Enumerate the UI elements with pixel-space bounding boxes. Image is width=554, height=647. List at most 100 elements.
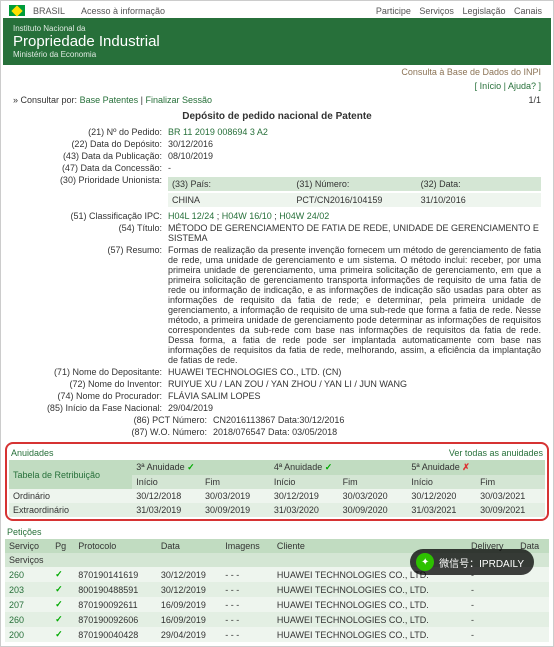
ann-cell: 30/12/2019 bbox=[270, 489, 339, 503]
ipc-2[interactable]: H04W 16/10 bbox=[222, 211, 272, 221]
page-title: Depósito de pedido nacional de Patente bbox=[3, 107, 551, 126]
ann-inicio: Início bbox=[407, 475, 476, 489]
value-inventor: RUIYUE XU / LAN ZOU / YAN ZHOU / YAN LI … bbox=[168, 379, 541, 389]
nav-legislacao[interactable]: Legislação bbox=[462, 6, 505, 16]
label-43: (43) Data da Publicação: bbox=[13, 151, 168, 161]
consult-label: Consulta à Base de Dados do INPI bbox=[3, 65, 551, 79]
prio-h-data: (32) Data: bbox=[417, 177, 541, 191]
ann-fim: Fim bbox=[339, 475, 408, 489]
header-subtitle: Ministério da Economia bbox=[13, 50, 541, 59]
ann-cell: 30/09/2019 bbox=[201, 503, 270, 517]
prio-v-data: 31/10/2016 bbox=[417, 193, 541, 207]
label-22: (22) Data do Depósito: bbox=[13, 139, 168, 149]
crumb-base[interactable]: Base Patentes bbox=[80, 95, 139, 105]
table-row[interactable]: 200✓87019004042829/04/2019- - -HUAWEI TE… bbox=[5, 627, 549, 642]
country-link[interactable]: BRASIL bbox=[33, 6, 65, 16]
check-icon: ✓ bbox=[187, 462, 195, 472]
value-fase-nacional: 29/04/2019 bbox=[168, 403, 541, 413]
header-title: Propriedade Industrial bbox=[13, 33, 541, 50]
ann-inicio: Início bbox=[270, 475, 339, 489]
ann-cell: 30/12/2018 bbox=[132, 489, 201, 503]
value-pedido[interactable]: BR 11 2019 008694 3 A2 bbox=[168, 127, 268, 137]
ipc-1[interactable]: H04L 12/24 bbox=[168, 211, 214, 221]
ann-cell: 31/03/2020 bbox=[270, 503, 339, 517]
pet-h-imagens: Imagens bbox=[221, 539, 273, 553]
wechat-overlay[interactable]: ✦ 微信号：IPRDAILY bbox=[410, 549, 534, 575]
ann-fim: Fim bbox=[201, 475, 270, 489]
prio-h-pais: (33) País: bbox=[168, 177, 292, 191]
value-resumo: Formas de realização da presente invençã… bbox=[168, 245, 541, 365]
annuities-all-link[interactable]: Ver todas as anuidades bbox=[449, 448, 543, 458]
x-icon: ✗ bbox=[462, 462, 470, 472]
label-85: (85) Início da Fase Nacional: bbox=[13, 403, 168, 413]
ann-inicio: Início bbox=[132, 475, 201, 489]
petitions-title[interactable]: Petições bbox=[7, 527, 42, 537]
prio-h-numero: (31) Número: bbox=[292, 177, 416, 191]
breadcrumb: » Consultar por: Base Patentes | Finaliz… bbox=[3, 93, 551, 107]
help-line: [ Início | Ajuda? ] bbox=[3, 79, 551, 93]
pet-h-protocolo: Protocolo bbox=[74, 539, 157, 553]
check-icon: ✓ bbox=[325, 462, 333, 472]
table-row[interactable]: 260✓87019009260616/09/2019- - -HUAWEI TE… bbox=[5, 612, 549, 627]
site-header: Instituto Nacional da Propriedade Indust… bbox=[3, 18, 551, 65]
annuities-table: Tabela de Retribuição 3ª Anuidade ✓ 4ª A… bbox=[9, 460, 545, 517]
ann-cell: 30/09/2021 bbox=[476, 503, 545, 517]
inicio-link[interactable]: Início bbox=[480, 81, 502, 91]
label-57: (57) Resumo: bbox=[13, 245, 168, 365]
priority-table: (33) País: (31) Número: (32) Data: bbox=[168, 177, 541, 191]
ann-cell: 30/03/2020 bbox=[339, 489, 408, 503]
fields-container: (21) Nº do Pedido:BR 11 2019 008694 3 A2… bbox=[3, 126, 551, 438]
prio-v-numero: PCT/CN2016/104159 bbox=[292, 193, 416, 207]
header-pretitle: Instituto Nacional da bbox=[13, 24, 541, 33]
ajuda-link[interactable]: Ajuda? bbox=[508, 81, 536, 91]
access-info-link[interactable]: Acesso à informação bbox=[81, 6, 165, 16]
annuities-section: Anuidades Ver todas as anuidades Tabela … bbox=[5, 442, 549, 521]
ann-h3: 3ª Anuidade bbox=[136, 462, 184, 472]
ann-cell: 31/03/2019 bbox=[132, 503, 201, 517]
value-pct: CN2016113867 Data:30/12/2016 bbox=[213, 415, 541, 425]
label-54: (54) Título: bbox=[13, 223, 168, 243]
label-74: (74) Nome do Procurador: bbox=[13, 391, 168, 401]
label-72: (72) Nome do Inventor: bbox=[13, 379, 168, 389]
crumb-finalizar[interactable]: Finalizar Sessão bbox=[145, 95, 212, 105]
annuities-title[interactable]: Anuidades bbox=[11, 448, 54, 458]
table-row[interactable]: 207✓87019009261116/09/2019- - -HUAWEI TE… bbox=[5, 597, 549, 612]
ann-cell: 30/12/2020 bbox=[407, 489, 476, 503]
value-procurador: FLÁVIA SALIM LOPES bbox=[168, 391, 541, 401]
ann-cell: 30/03/2019 bbox=[201, 489, 270, 503]
value-concessao: - bbox=[168, 163, 541, 173]
label-21: (21) Nº do Pedido: bbox=[13, 127, 168, 137]
nav-participe[interactable]: Participe bbox=[376, 6, 411, 16]
ann-ext-label: Extraordinário bbox=[9, 503, 132, 517]
ann-cell: 30/03/2021 bbox=[476, 489, 545, 503]
topbar: BRASIL Acesso à informação Participe Ser… bbox=[3, 3, 551, 18]
brazil-flag-icon bbox=[9, 5, 25, 16]
ann-cell: 30/09/2020 bbox=[339, 503, 408, 517]
label-87: (87) W.O. Número: bbox=[13, 427, 213, 437]
ann-h5: 5ª Anuidade bbox=[411, 462, 459, 472]
value-depositante: HUAWEI TECHNOLOGIES CO., LTD. (CN) bbox=[168, 367, 541, 377]
pet-h-data: Data bbox=[157, 539, 221, 553]
label-71: (71) Nome do Depositante: bbox=[13, 367, 168, 377]
ann-ord-label: Ordinário bbox=[9, 489, 132, 503]
page-counter: 1/1 bbox=[528, 95, 541, 105]
prio-v-pais: CHINA bbox=[168, 193, 292, 207]
ipc-3[interactable]: H04W 24/02 bbox=[279, 211, 329, 221]
pet-h-servico: Serviço bbox=[5, 539, 51, 553]
ann-fim: Fim bbox=[476, 475, 545, 489]
label-30: (30) Prioridade Unionista: bbox=[13, 175, 168, 209]
wechat-icon: ✦ bbox=[416, 553, 434, 571]
petitions-section: Petições Serviço Pg Protocolo Data Image… bbox=[5, 525, 549, 642]
nav-canais[interactable]: Canais bbox=[514, 6, 542, 16]
value-wo: 2018/076547 Data: 03/05/2018 bbox=[213, 427, 541, 437]
nav-servicos[interactable]: Serviços bbox=[419, 6, 454, 16]
value-publicacao: 08/10/2019 bbox=[168, 151, 541, 161]
label-86: (86) PCT Número: bbox=[13, 415, 213, 425]
label-47: (47) Data da Concessão: bbox=[13, 163, 168, 173]
label-51: (51) Classificação IPC: bbox=[13, 211, 168, 221]
pet-h-pg: Pg bbox=[51, 539, 74, 553]
crumb-prefix: » Consultar por: bbox=[13, 95, 77, 105]
ann-h4: 4ª Anuidade bbox=[274, 462, 322, 472]
retrib-link[interactable]: Tabela de Retribuição bbox=[13, 470, 100, 480]
value-titulo: MÉTODO DE GERENCIAMENTO DE FATIA DE REDE… bbox=[168, 223, 541, 243]
